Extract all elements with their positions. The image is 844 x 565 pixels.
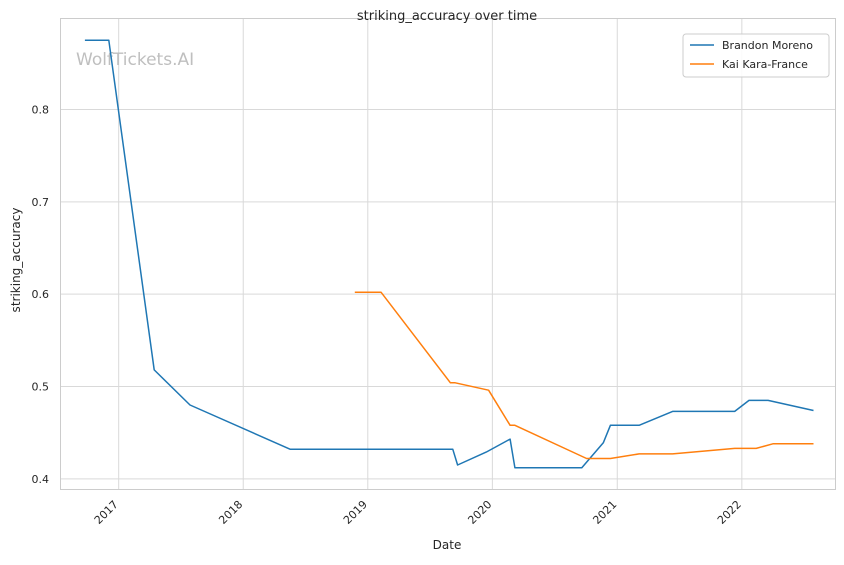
legend: Brandon Moreno Kai Kara-France <box>682 33 830 78</box>
y-tick-label: 0.6 <box>32 288 50 301</box>
legend-label-kai-kara-france: Kai Kara-France <box>722 58 808 71</box>
legend-frame <box>682 33 830 78</box>
x-axis-label: Date <box>433 538 462 552</box>
y-tick-label: 0.8 <box>32 103 50 116</box>
y-tick-label: 0.7 <box>32 196 50 209</box>
watermark: WolfTickets.AI <box>76 50 194 70</box>
series-line-kai-kara-france <box>354 291 814 460</box>
plot-frame <box>60 18 836 490</box>
y-tick-label: 0.5 <box>32 381 50 394</box>
y-tick-label: 0.4 <box>32 473 50 486</box>
y-axis-label: striking_accuracy <box>9 208 23 313</box>
legend-label-brandon-moreno: Brandon Moreno <box>722 39 813 52</box>
chart-title: striking_accuracy over time <box>357 9 537 24</box>
series-line-brandon-moreno <box>84 39 814 469</box>
